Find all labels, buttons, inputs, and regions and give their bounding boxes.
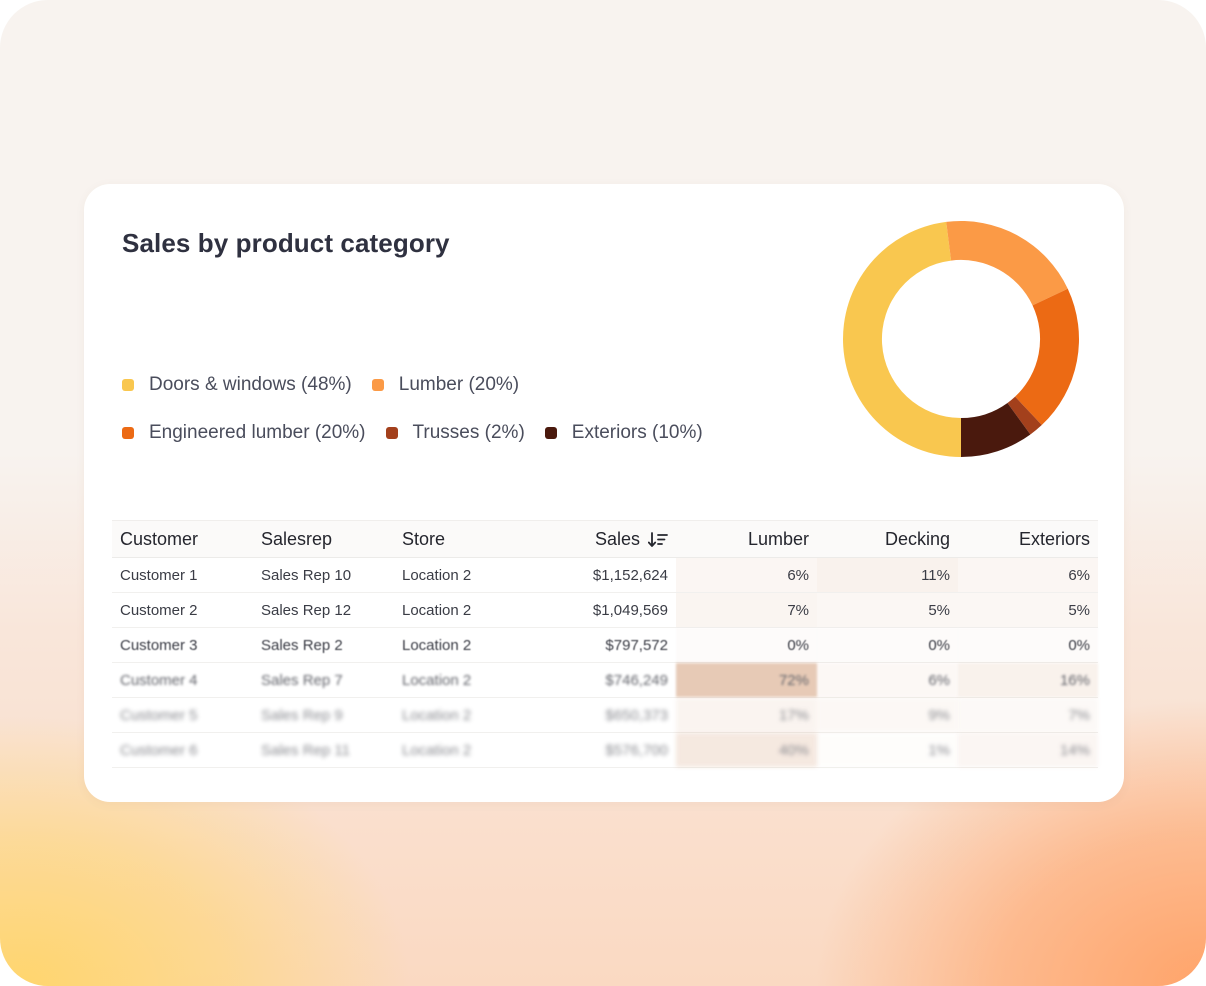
table-row[interactable]: Customer 6 Sales Rep 11 Location 2 $576,… [112, 732, 1098, 768]
cell-exteriors: 0% [958, 627, 1098, 663]
cell-customer: Customer 2 [112, 592, 253, 628]
cell-salesrep: Sales Rep 12 [253, 592, 394, 628]
donut-slice-2[interactable] [1015, 288, 1079, 426]
cell-exteriors: 7% [958, 697, 1098, 733]
cell-sales: $746,249 [535, 662, 676, 698]
legend-row: Doors & windows (48%) Lumber (20%) [122, 374, 723, 396]
donut-slice-3[interactable] [1007, 396, 1042, 435]
cell-salesrep: Sales Rep 7 [253, 662, 394, 698]
table-row[interactable]: Customer 3 Sales Rep 2 Location 2 $797,5… [112, 627, 1098, 663]
cell-sales: $1,049,569 [535, 592, 676, 628]
cell-lumber: 0% [676, 627, 817, 663]
cell-lumber: 40% [676, 732, 817, 768]
donut-chart [842, 221, 1079, 457]
legend-swatch [122, 427, 134, 439]
column-header-decking[interactable]: Decking [817, 520, 958, 558]
legend-item-exteriors[interactable]: Exteriors (10%) [544, 422, 703, 444]
cell-sales: $797,572 [535, 627, 676, 663]
column-header-label: Sales [594, 528, 640, 549]
cell-store: Location 2 [394, 732, 535, 768]
cell-salesrep: Sales Rep 10 [253, 557, 394, 593]
cell-customer: Customer 1 [112, 557, 253, 593]
cell-store: Location 2 [394, 627, 535, 663]
cell-decking: 9% [817, 697, 958, 733]
cell-sales: $576,700 [535, 732, 676, 768]
donut-slice-0[interactable] [842, 221, 961, 457]
cell-decking: 6% [817, 662, 958, 698]
table-row[interactable]: Customer 4 Sales Rep 7 Location 2 $746,2… [112, 662, 1098, 698]
legend-label: Exteriors (10%) [571, 422, 703, 443]
legend-swatch [385, 427, 398, 439]
table-header-row: Customer Salesrep Store Sales Lumber Dec… [112, 520, 1098, 558]
cell-decking: 5% [817, 592, 958, 628]
table-row[interactable]: Customer 5 Sales Rep 9 Location 2 $650,3… [112, 697, 1098, 733]
legend-item-lumber[interactable]: Lumber (20%) [371, 374, 520, 396]
legend-label: Lumber (20%) [398, 374, 520, 395]
cell-customer: Customer 6 [112, 732, 253, 768]
cell-lumber: 7% [676, 592, 817, 628]
cell-exteriors: 6% [958, 557, 1098, 593]
cell-store: Location 2 [394, 557, 535, 593]
cell-customer: Customer 3 [112, 627, 253, 663]
donut-slice-1[interactable] [946, 221, 1068, 306]
cell-sales: $650,373 [535, 697, 676, 733]
legend-label: Engineered lumber (20%) [149, 422, 366, 443]
cell-decking: 11% [817, 557, 958, 593]
legend-swatch [544, 427, 557, 439]
column-header-salesrep[interactable]: Salesrep [253, 520, 394, 558]
column-header-store[interactable]: Store [394, 520, 535, 558]
chart-title: Sales by product category [122, 228, 450, 258]
cell-store: Location 2 [394, 592, 535, 628]
cell-lumber: 6% [676, 557, 817, 593]
cell-store: Location 2 [394, 697, 535, 733]
legend-row: Engineered lumber (20%) Trusses (2%) Ext… [122, 422, 723, 444]
table-row[interactable]: Customer 2 Sales Rep 12 Location 2 $1,04… [112, 592, 1098, 628]
sales-card: Sales by product category Doors & window… [84, 184, 1124, 802]
cell-lumber: 17% [676, 697, 817, 733]
chart-legend: Doors & windows (48%) Lumber (20%) Engin… [122, 374, 723, 470]
legend-swatch [371, 379, 384, 391]
cell-salesrep: Sales Rep 11 [253, 732, 394, 768]
legend-item-doors-windows[interactable]: Doors & windows (48%) [122, 374, 352, 396]
legend-swatch [122, 379, 134, 391]
cell-sales: $1,152,624 [535, 557, 676, 593]
donut-slice-4[interactable] [961, 402, 1031, 457]
cell-exteriors: 14% [958, 732, 1098, 768]
table-row[interactable]: Customer 1 Sales Rep 10 Location 2 $1,15… [112, 557, 1098, 593]
cell-salesrep: Sales Rep 9 [253, 697, 394, 733]
sort-descending-icon[interactable] [648, 531, 668, 548]
column-header-lumber[interactable]: Lumber [676, 520, 817, 558]
cell-customer: Customer 5 [112, 697, 253, 733]
cell-exteriors: 5% [958, 592, 1098, 628]
column-header-exteriors[interactable]: Exteriors [958, 520, 1098, 558]
cell-customer: Customer 4 [112, 662, 253, 698]
cell-lumber: 72% [676, 662, 817, 698]
column-header-sales[interactable]: Sales [535, 520, 676, 558]
cell-store: Location 2 [394, 662, 535, 698]
legend-item-engineered-lumber[interactable]: Engineered lumber (20%) [122, 422, 366, 444]
legend-label: Trusses (2%) [412, 422, 525, 443]
cell-decking: 1% [817, 732, 958, 768]
column-header-customer[interactable]: Customer [112, 520, 253, 558]
sales-table: Customer Salesrep Store Sales Lumber Dec… [112, 520, 1098, 768]
cell-decking: 0% [817, 627, 958, 663]
legend-item-trusses[interactable]: Trusses (2%) [385, 422, 525, 444]
legend-label: Doors & windows (48%) [149, 374, 352, 395]
cell-salesrep: Sales Rep 2 [253, 627, 394, 663]
cell-exteriors: 16% [958, 662, 1098, 698]
